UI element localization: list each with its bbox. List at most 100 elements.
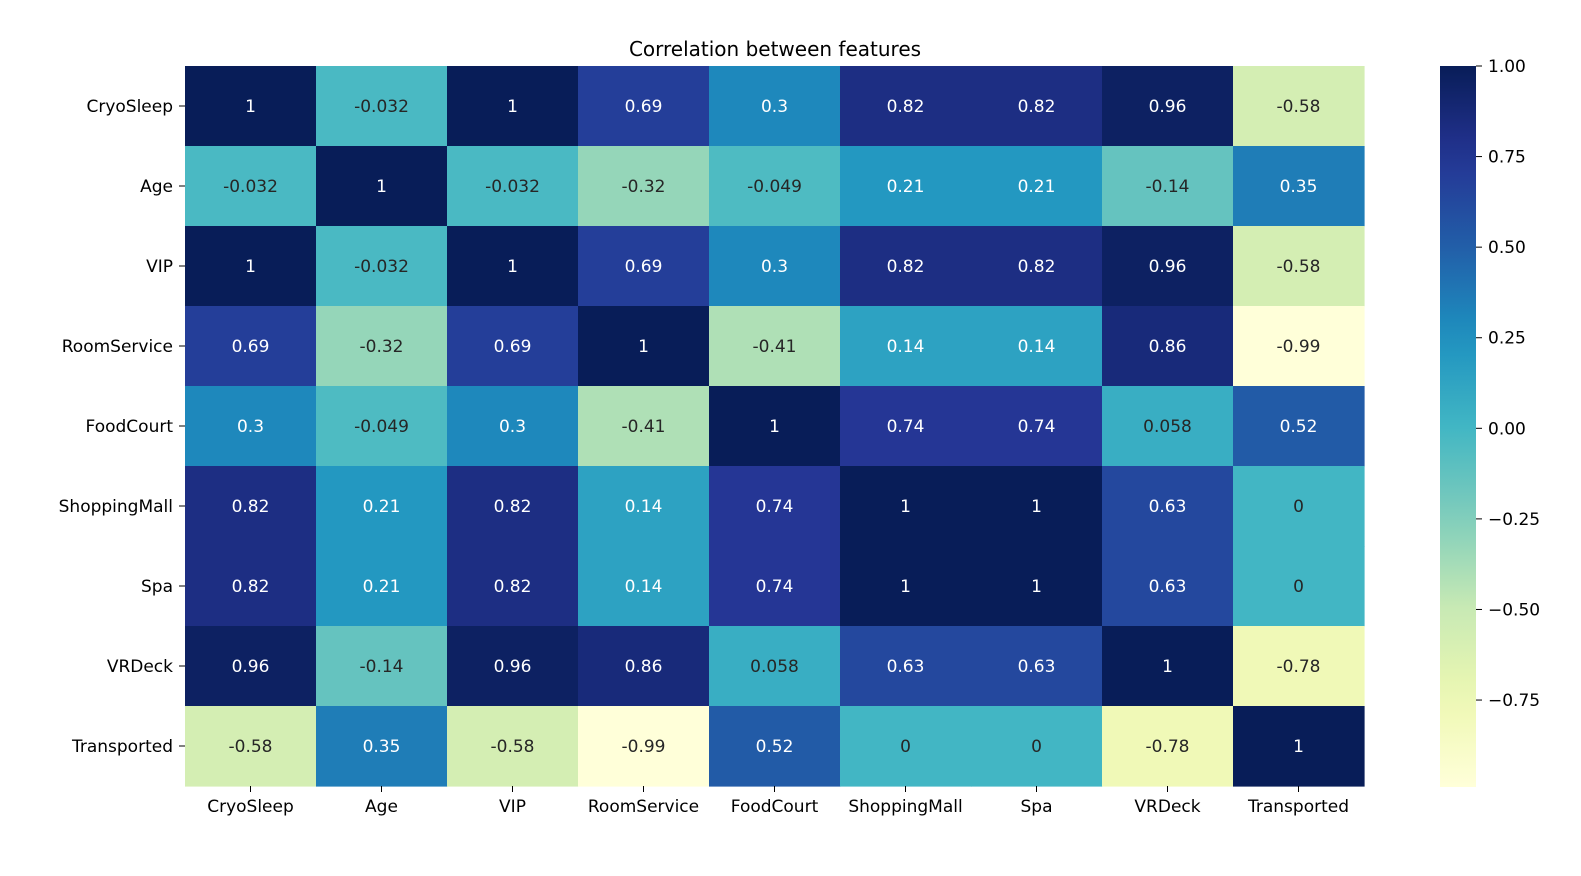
row-label: ShoppingMall [59,497,173,517]
row-label: VRDeck [107,657,173,677]
cell-value-label: -0.14 [360,657,404,677]
cell-value-label: 1 [245,97,256,117]
cell-value-label: 0 [1031,737,1042,757]
heatmap-cell [1233,66,1365,147]
heatmap-cell [578,706,710,787]
chart-title: Correlation between features [629,37,921,61]
cell-value-label: -0.58 [1277,257,1321,277]
heatmap-cell [1233,386,1365,467]
cell-value-label: 0.86 [1149,337,1187,357]
cell-value-label: 1 [900,577,911,597]
column-label: FoodCourt [731,797,819,817]
column-labels: CryoSleep Age VIP RoomService FoodCourt Shopp… [207,786,1349,817]
cell-value-label: 0.21 [363,497,401,517]
row-labels: CryoSleep Age VIP RoomService FoodCourt Shopp… [59,97,185,757]
cell-value-label: 0.74 [756,497,794,517]
colorbar-tick-label: −0.25 [1488,510,1540,530]
cell-value-label: 0.82 [232,497,270,517]
heatmap-cell [578,626,710,707]
heatmap-cell [578,386,710,467]
heatmap-cell [1233,466,1365,547]
cell-value-label: 1 [376,177,387,197]
cell-value-label: -0.58 [229,737,273,757]
cell-value-label: -0.032 [354,97,409,117]
column-label: RoomService [588,797,699,817]
heatmap-cell [840,306,972,387]
heatmap-cell [971,146,1103,227]
cell-value-label: -0.32 [360,337,404,357]
row-label: VIP [146,257,173,277]
cell-value-label: 0 [1293,497,1304,517]
cell-value-label: -0.032 [485,177,540,197]
cell-value-label: 0.63 [1149,497,1187,517]
cell-value-label: 0.82 [1018,97,1056,117]
column-label: ShoppingMall [848,797,962,817]
heatmap-cell [971,546,1103,627]
heatmap-cell [185,706,317,787]
heatmap-cell [185,146,317,227]
heatmap-cell [971,626,1103,707]
colorbar-tick-label: 0.00 [1488,419,1526,439]
heatmap-cell [709,706,841,787]
column-label: Transported [1247,797,1349,817]
cell-value-label: -0.049 [354,417,409,437]
row-label: FoodCourt [86,417,174,437]
cell-value-label: 0 [1293,577,1304,597]
heatmap-cell [447,626,579,707]
colorbar-tick-label: 0.75 [1488,148,1526,168]
heatmap-cell [1102,546,1234,627]
cell-value-label: 0.69 [625,257,663,277]
heatmap-cell [840,146,972,227]
cell-value-label: 0.86 [625,657,663,677]
cell-value-label: 0.21 [887,177,925,197]
heatmap-cell [316,706,448,787]
heatmap-cell [709,386,841,467]
cell-value-label: 1 [507,97,518,117]
heatmap-cell [447,466,579,547]
cell-value-label: 1 [638,337,649,357]
heatmap-cell [578,226,710,307]
cell-value-label: 0.35 [363,737,401,757]
heatmap-cell [971,386,1103,467]
heatmap-cell [578,66,710,147]
row-label: CryoSleep [86,97,173,117]
heatmap-cell [1233,626,1365,707]
heatmap-cell [316,466,448,547]
cell-value-label: 0.74 [1018,417,1056,437]
heatmap-cell [709,546,841,627]
column-label: VRDeck [1134,797,1200,817]
column-label: VIP [499,797,526,817]
heatmap-cell [709,466,841,547]
column-label: CryoSleep [207,797,294,817]
cell-value-label: 0.14 [887,337,925,357]
row-label: Spa [141,577,173,597]
cell-value-label: -0.78 [1146,737,1190,757]
heatmap-cell [447,706,579,787]
cell-value-label: 0.14 [625,497,663,517]
column-label: Age [365,797,398,817]
cell-value-label: 0.63 [887,657,925,677]
cell-value-label: 1 [1031,497,1042,517]
cell-value-label: -0.032 [223,177,278,197]
cell-value-label: 0.14 [625,577,663,597]
heatmap-cell [316,386,448,467]
colorbar-tick-label: 0.50 [1488,238,1526,258]
cell-value-label: -0.99 [622,737,666,757]
cell-value-label: 0.96 [1149,257,1187,277]
heatmap-cell [316,546,448,627]
heatmap-cell [709,306,841,387]
heatmap-cell [185,386,317,467]
heatmap-cell [447,306,579,387]
cell-value-label: -0.99 [1277,337,1321,357]
heatmap-cell [578,306,710,387]
heatmap-cell [316,146,448,227]
column-label: Spa [1021,797,1053,817]
heatmap-cell [840,466,972,547]
colorbar-tick-label: −0.50 [1488,600,1540,620]
heatmap-cell [316,306,448,387]
cell-value-label: 1 [1293,737,1304,757]
cell-value-label: 0.96 [232,657,270,677]
cell-value-label: 0.35 [1280,177,1318,197]
heatmap-cell [447,386,579,467]
heatmap-cells: 1 -0.032 1 0.69 0.3 0.82 0.82 0.96 -0.58 -0.032 1 -… [185,66,1365,787]
